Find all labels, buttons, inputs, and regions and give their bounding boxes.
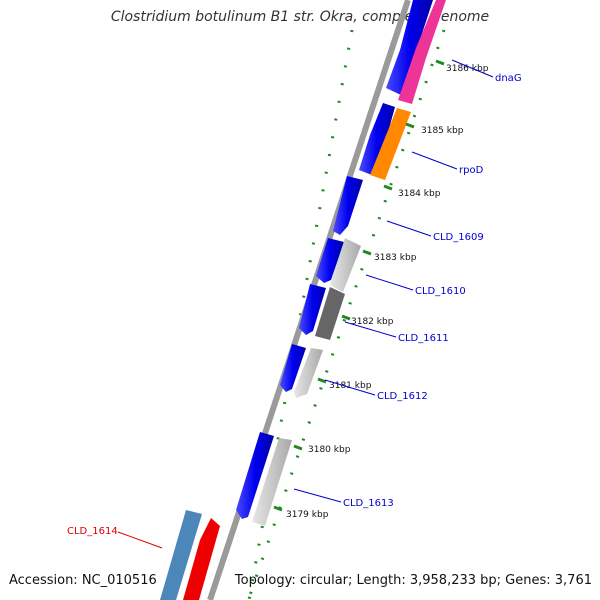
tick-mark xyxy=(293,444,303,451)
steel-blue-feature xyxy=(160,510,202,600)
cds-track xyxy=(236,0,433,519)
tick-label: 3179 kbp xyxy=(286,510,329,520)
leader-line xyxy=(386,220,432,237)
tick-mark xyxy=(317,377,327,384)
label-leaders xyxy=(117,59,494,549)
tick-label: 3183 kbp xyxy=(374,253,417,263)
red-feature xyxy=(183,518,220,600)
map-title: Clostridium botulinum B1 str. Okra, comp… xyxy=(110,9,490,25)
dark-gray-feature xyxy=(315,287,345,340)
pink-feature xyxy=(398,0,446,104)
gene-label-cld-1613: CLD_1613 xyxy=(343,498,394,509)
gene-label-dnaG: dnaG xyxy=(495,73,522,84)
accession-text: Accession: NC_010516 xyxy=(9,573,157,588)
cds-feature xyxy=(236,432,274,519)
gene-label-rpoD: rpoD xyxy=(459,165,484,176)
topology-text: Topology: circular; Length: 3,958,233 bp… xyxy=(234,573,592,588)
cds-feature xyxy=(280,344,306,392)
gene-label-cld-1609: CLD_1609 xyxy=(433,232,484,243)
gray-feature xyxy=(294,348,323,398)
tick-label: 3181 kbp xyxy=(329,381,372,391)
tick-label: 3185 kbp xyxy=(421,126,464,136)
leader-line xyxy=(293,488,342,503)
leader-line xyxy=(451,59,494,78)
orange-feature xyxy=(370,108,411,180)
leader-line xyxy=(344,321,397,338)
tick-labels: 3186 kbp 3185 kbp 3184 kbp 3183 kbp 3182… xyxy=(286,64,489,520)
gene-label-cld-1610: CLD_1610 xyxy=(415,286,466,297)
gray-feature xyxy=(330,238,361,292)
feature-track xyxy=(160,0,446,600)
cds-feature xyxy=(333,176,363,235)
gene-label-cld-1612: CLD_1612 xyxy=(377,391,428,402)
gene-label-cld-1614: CLD_1614 xyxy=(67,526,118,537)
outer-ring xyxy=(247,29,354,600)
tick-label: 3184 kbp xyxy=(398,189,441,199)
tick-mark xyxy=(405,122,415,129)
tick-marks xyxy=(273,59,445,512)
tick-mark xyxy=(383,184,393,191)
gene-label-cld-1611: CLD_1611 xyxy=(398,333,449,344)
leader-line xyxy=(365,274,414,291)
tick-mark xyxy=(273,505,283,512)
tick-mark xyxy=(435,59,445,66)
gray-feature xyxy=(252,438,292,526)
leader-line xyxy=(411,151,458,170)
inner-ring xyxy=(247,29,446,599)
cds-feature xyxy=(299,284,326,335)
tick-label: 3186 kbp xyxy=(446,64,489,74)
cds-feature xyxy=(359,103,395,175)
leader-line xyxy=(324,379,376,396)
cds-feature xyxy=(316,238,344,283)
tick-label: 3180 kbp xyxy=(308,445,351,455)
gene-labels: dnaG rpoD CLD_1609 CLD_1610 CLD_1611 CLD… xyxy=(67,73,522,537)
tick-label: 3182 kbp xyxy=(351,317,394,327)
cds-feature xyxy=(386,0,433,95)
tick-mark xyxy=(362,249,372,256)
tick-mark xyxy=(341,314,351,321)
leader-line xyxy=(117,531,163,549)
